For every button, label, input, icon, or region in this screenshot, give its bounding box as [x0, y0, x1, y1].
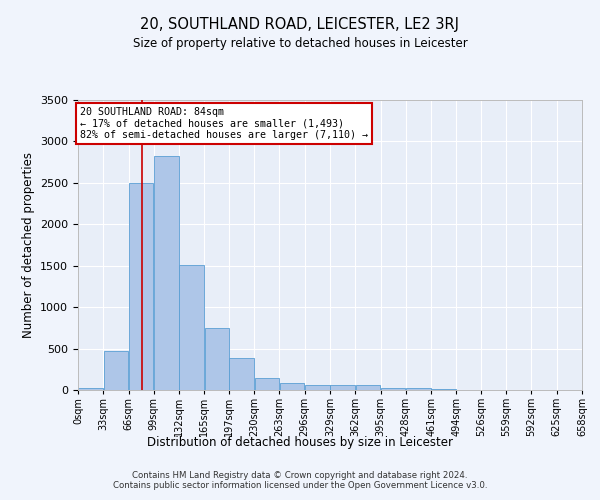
Bar [331, 386, 355, 390]
Bar [356, 386, 380, 390]
Bar [129, 183, 154, 390]
Text: Distribution of detached houses by size in Leicester: Distribution of detached houses by size … [147, 436, 453, 449]
Bar [79, 388, 103, 390]
Bar [154, 156, 179, 390]
Text: 20, SOUTHLAND ROAD, LEICESTER, LE2 3RJ: 20, SOUTHLAND ROAD, LEICESTER, LE2 3RJ [140, 18, 460, 32]
Text: Contains public sector information licensed under the Open Government Licence v3: Contains public sector information licen… [113, 482, 487, 490]
Bar [205, 328, 229, 390]
Bar [406, 388, 431, 390]
Bar [431, 389, 456, 390]
Text: Size of property relative to detached houses in Leicester: Size of property relative to detached ho… [133, 38, 467, 51]
Y-axis label: Number of detached properties: Number of detached properties [22, 152, 35, 338]
Bar [179, 265, 204, 390]
Bar [229, 358, 254, 390]
Bar [104, 351, 128, 390]
Text: Contains HM Land Registry data © Crown copyright and database right 2024.: Contains HM Land Registry data © Crown c… [132, 472, 468, 480]
Bar [280, 384, 304, 390]
Bar [254, 378, 279, 390]
Bar [381, 388, 406, 390]
Text: 20 SOUTHLAND ROAD: 84sqm
← 17% of detached houses are smaller (1,493)
82% of sem: 20 SOUTHLAND ROAD: 84sqm ← 17% of detach… [80, 106, 368, 140]
Bar [305, 386, 329, 390]
